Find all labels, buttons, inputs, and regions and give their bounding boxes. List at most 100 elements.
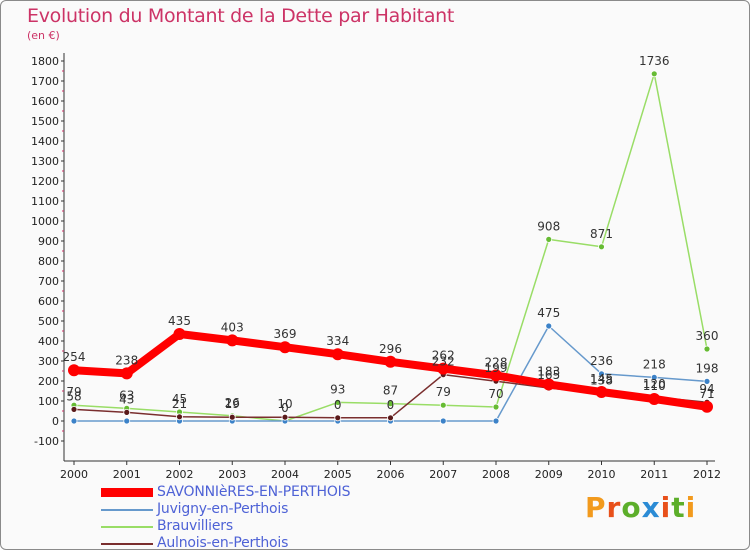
chart-subtitle: (en €): [27, 29, 60, 42]
data-label-3: 138: [590, 373, 613, 387]
y-tick-label: 1600: [31, 95, 59, 108]
data-label-0: 145: [590, 372, 613, 386]
series-point-0: [490, 369, 502, 382]
data-label-2: 0: [281, 401, 289, 415]
x-tick-label: 2001: [113, 468, 141, 481]
logo-letter: o: [621, 491, 642, 524]
legend-swatch-savonnieres: [101, 488, 153, 497]
series-point-3: [281, 413, 289, 421]
data-label-1: 218: [643, 357, 666, 371]
series-point-2: [703, 345, 711, 353]
legend-swatch-juvigny: [101, 509, 153, 511]
series-point-3: [228, 413, 236, 421]
data-label-0: 228: [485, 355, 508, 369]
series-point-2: [650, 70, 658, 78]
series-point-1: [492, 417, 500, 425]
x-tick-label: 2007: [429, 468, 457, 481]
series-point-0: [648, 393, 661, 405]
y-tick-label: 1800: [31, 55, 59, 68]
data-label-3: 120: [643, 377, 666, 391]
series-point-1: [598, 370, 605, 378]
data-label-3: 232: [432, 355, 455, 369]
y-tick-label: 200: [38, 375, 59, 388]
y-tick-label: 600: [38, 295, 59, 308]
y-tick-label: 1500: [31, 115, 59, 128]
legend-label-juvigny: Juvigny-en-Perthois: [157, 501, 289, 517]
series-point-2: [598, 243, 605, 251]
series-point-2: [334, 398, 342, 406]
y-tick-label: 800: [38, 255, 59, 268]
series-point-0: [120, 367, 133, 380]
data-label-0: 71: [699, 387, 714, 401]
series-point-3: [334, 414, 342, 422]
legend-swatch-brauvilliers: [101, 526, 153, 528]
data-label-2: 1736: [639, 54, 670, 68]
data-label-3: 21: [172, 397, 187, 411]
data-label-2: 45: [172, 392, 187, 406]
x-tick-label: 2003: [218, 468, 246, 481]
series-line-2: [73, 73, 708, 422]
logo-letter: t: [671, 491, 686, 524]
series-point-0: [226, 334, 239, 347]
legend-label-savonnieres: SAVONNIèRES-EN-PERTHOIS: [157, 484, 351, 500]
series-point-1: [703, 377, 711, 385]
data-label-3: 58: [66, 389, 81, 403]
data-label-3: 94: [699, 382, 714, 396]
series-point-0: [279, 341, 291, 354]
data-label-1: 198: [696, 361, 719, 375]
x-tick-label: 2004: [271, 468, 299, 481]
x-tick-label: 2000: [60, 468, 88, 481]
y-tick-label: 0: [52, 415, 59, 428]
data-label-0: 254: [63, 350, 86, 364]
series-point-2: [492, 403, 500, 411]
data-label-1: 236: [590, 354, 613, 368]
data-label-0: 296: [379, 342, 402, 356]
series-point-2: [545, 235, 553, 243]
series-point-0: [384, 355, 397, 368]
series-point-2: [439, 401, 447, 409]
x-tick-label: 2009: [535, 468, 563, 481]
x-tick-label: 2008: [482, 468, 510, 481]
data-label-3: 10: [277, 397, 292, 411]
x-tick-label: 2002: [166, 468, 194, 481]
logo-letter: P: [585, 491, 607, 524]
series-point-0: [542, 378, 555, 391]
data-label-2: 871: [590, 227, 613, 241]
series-point-0: [331, 348, 344, 361]
series-point-0: [437, 362, 450, 375]
data-label-3: 165: [537, 368, 560, 382]
data-label-2: 79: [436, 385, 451, 399]
y-tick-label: 400: [38, 335, 59, 348]
data-label-0: 334: [326, 334, 349, 348]
logo-letter: x: [641, 491, 661, 524]
series-point-0: [173, 328, 186, 340]
data-label-0: 262: [432, 349, 455, 363]
y-tick-label: 1700: [31, 75, 59, 88]
data-label-3: 199: [485, 361, 508, 375]
logo-letter: i: [660, 491, 672, 524]
legend-label-aulnois: Aulnois-en-Perthois: [157, 535, 289, 550]
data-label-2: 87: [383, 384, 398, 398]
data-label-2: 908: [537, 219, 560, 233]
data-label-0: 110: [643, 379, 666, 393]
data-label-2: 360: [696, 329, 719, 343]
proxiti-logo: Proxiti: [585, 491, 696, 524]
y-tick-label: 500: [38, 315, 59, 328]
data-label-0: 369: [274, 327, 297, 341]
x-tick-label: 2006: [377, 468, 405, 481]
y-tick-label: 900: [38, 235, 59, 248]
y-tick-label: 1300: [31, 155, 59, 168]
data-label-2: 93: [330, 382, 345, 396]
y-tick-label: 1000: [31, 215, 59, 228]
x-tick-label: 2010: [588, 468, 616, 481]
data-label-0: 435: [168, 314, 191, 328]
data-label-0: 183: [537, 364, 560, 378]
data-label-2: 70: [488, 387, 503, 401]
data-label-3: 0: [387, 398, 395, 412]
y-tick-label: -100: [34, 435, 59, 448]
series-point-1: [650, 373, 658, 381]
series-point-0: [701, 400, 713, 413]
series-point-1: [70, 417, 78, 425]
